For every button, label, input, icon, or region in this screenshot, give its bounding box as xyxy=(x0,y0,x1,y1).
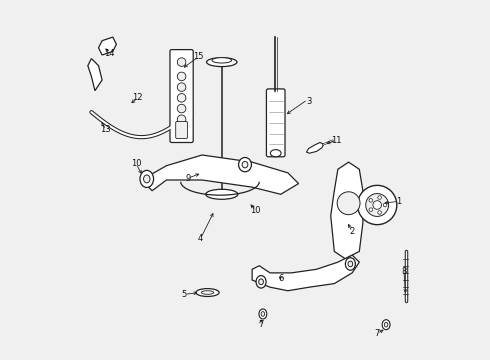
Ellipse shape xyxy=(270,150,281,157)
Ellipse shape xyxy=(207,58,237,67)
Text: 6: 6 xyxy=(278,274,283,283)
Text: 13: 13 xyxy=(100,126,111,135)
Polygon shape xyxy=(142,155,298,194)
Circle shape xyxy=(177,94,186,102)
Text: 8: 8 xyxy=(401,267,407,276)
Text: 3: 3 xyxy=(307,97,312,106)
Ellipse shape xyxy=(196,289,219,296)
Text: 12: 12 xyxy=(133,93,143,102)
Circle shape xyxy=(378,211,381,214)
Circle shape xyxy=(366,194,389,216)
Circle shape xyxy=(177,83,186,91)
Text: 10: 10 xyxy=(131,159,141,168)
Ellipse shape xyxy=(259,309,267,319)
Ellipse shape xyxy=(242,161,248,168)
Text: 7: 7 xyxy=(258,320,264,329)
Circle shape xyxy=(369,199,372,202)
Polygon shape xyxy=(98,37,117,55)
Ellipse shape xyxy=(261,312,265,316)
Circle shape xyxy=(177,58,186,66)
Ellipse shape xyxy=(345,258,355,270)
Ellipse shape xyxy=(212,58,232,63)
Ellipse shape xyxy=(348,261,353,267)
Ellipse shape xyxy=(144,175,150,183)
Text: 2: 2 xyxy=(349,227,355,236)
Circle shape xyxy=(177,104,186,113)
Circle shape xyxy=(383,203,387,207)
Ellipse shape xyxy=(206,189,238,199)
Polygon shape xyxy=(306,143,323,153)
FancyBboxPatch shape xyxy=(267,89,285,157)
Ellipse shape xyxy=(201,291,214,294)
Circle shape xyxy=(337,192,360,215)
Circle shape xyxy=(358,185,397,225)
Text: 5: 5 xyxy=(182,290,187,299)
Text: 11: 11 xyxy=(331,136,342,145)
Polygon shape xyxy=(331,162,363,258)
Circle shape xyxy=(378,196,381,199)
Ellipse shape xyxy=(140,170,153,188)
Text: 9: 9 xyxy=(185,174,191,183)
Circle shape xyxy=(177,72,186,81)
Text: 1: 1 xyxy=(396,197,401,206)
Ellipse shape xyxy=(256,275,266,288)
Ellipse shape xyxy=(259,279,264,285)
Circle shape xyxy=(369,208,372,211)
Ellipse shape xyxy=(384,322,388,327)
Ellipse shape xyxy=(239,157,251,172)
Polygon shape xyxy=(252,255,359,291)
Ellipse shape xyxy=(382,320,390,330)
Text: 4: 4 xyxy=(198,234,203,243)
Circle shape xyxy=(373,201,381,209)
FancyBboxPatch shape xyxy=(170,50,193,143)
Text: 7: 7 xyxy=(374,329,380,338)
Circle shape xyxy=(177,115,186,123)
Polygon shape xyxy=(88,59,102,91)
Text: 15: 15 xyxy=(194,52,204,61)
Text: 14: 14 xyxy=(104,49,115,58)
Text: 10: 10 xyxy=(250,206,261,215)
FancyBboxPatch shape xyxy=(176,121,188,139)
